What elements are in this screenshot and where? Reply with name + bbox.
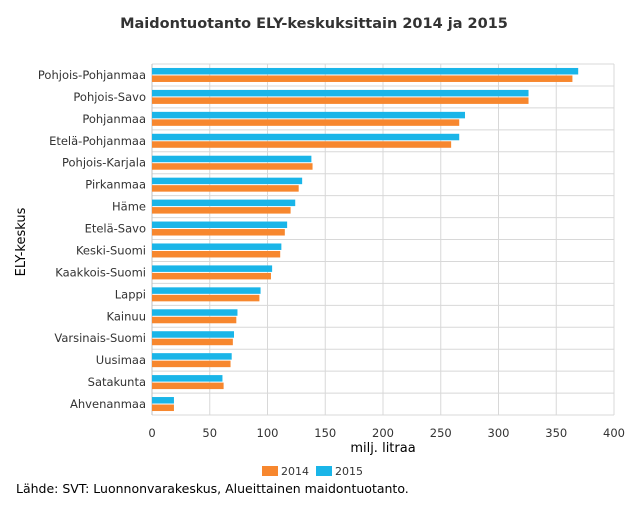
legend-swatch-2014[interactable] bbox=[262, 466, 278, 476]
category-label: Häme bbox=[112, 200, 146, 214]
bar-2015[interactable] bbox=[152, 133, 460, 141]
x-tick-label: 300 bbox=[488, 426, 510, 440]
x-tick-label: 400 bbox=[603, 426, 625, 440]
bar-2014[interactable] bbox=[152, 272, 271, 280]
x-tick-label: 50 bbox=[202, 426, 217, 440]
bar-2015[interactable] bbox=[152, 309, 238, 316]
category-label: Varsinais-Suomi bbox=[54, 331, 146, 345]
category-label: Pohjois-Karjala bbox=[62, 156, 146, 170]
bar-2015[interactable] bbox=[152, 89, 529, 97]
bar-2015[interactable] bbox=[152, 155, 312, 163]
bar-2014[interactable] bbox=[152, 141, 452, 148]
category-label: Kaakkois-Suomi bbox=[55, 265, 146, 279]
x-tick-label: 150 bbox=[314, 426, 336, 440]
x-tick-labels: 0 50 100 150 200 250 300 350 400 bbox=[148, 426, 625, 440]
bar-2014[interactable] bbox=[152, 360, 231, 368]
bar-2015[interactable] bbox=[152, 67, 579, 75]
bar-2015[interactable] bbox=[152, 111, 466, 119]
y-axis-title: ELY-keskus bbox=[14, 207, 29, 276]
legend[interactable]: 2014 2015 bbox=[262, 465, 363, 478]
x-tick-label: 250 bbox=[430, 426, 452, 440]
category-label: Satakunta bbox=[88, 375, 146, 389]
category-label: Pirkanmaa bbox=[85, 178, 146, 192]
bar-2014[interactable] bbox=[152, 97, 529, 104]
bar-2014[interactable] bbox=[152, 229, 285, 236]
bar-2014[interactable] bbox=[152, 404, 174, 412]
bar-2014[interactable] bbox=[152, 294, 260, 302]
bar-2015[interactable] bbox=[152, 375, 223, 382]
category-labels: Pohjois-Pohjanmaa Pohjois-Savo Pohjanmaa Et… bbox=[38, 68, 146, 411]
x-tick-label: 0 bbox=[148, 426, 155, 440]
bars bbox=[152, 67, 579, 412]
category-label: Pohjois-Pohjanmaa bbox=[38, 68, 146, 82]
bar-2014[interactable] bbox=[152, 250, 281, 258]
bar-2015[interactable] bbox=[152, 353, 232, 360]
bar-2015[interactable] bbox=[152, 243, 282, 250]
category-label: Kainuu bbox=[107, 309, 146, 323]
category-label: Uusimaa bbox=[96, 353, 146, 367]
bar-2014[interactable] bbox=[152, 75, 573, 82]
bar-2015[interactable] bbox=[152, 265, 273, 272]
bar-2015[interactable] bbox=[152, 397, 174, 404]
legend-swatch-2015[interactable] bbox=[316, 466, 332, 476]
bar-2014[interactable] bbox=[152, 316, 237, 324]
bar-2015[interactable] bbox=[152, 331, 235, 338]
x-axis-title: milj. litraa bbox=[350, 441, 415, 456]
category-label: Etelä-Pohjanmaa bbox=[49, 134, 146, 148]
bar-2014[interactable] bbox=[152, 207, 291, 214]
bar-2014[interactable] bbox=[152, 119, 460, 126]
bar-2014[interactable] bbox=[152, 382, 224, 390]
legend-label-2014[interactable]: 2014 bbox=[281, 465, 309, 478]
category-label: Pohjanmaa bbox=[82, 112, 146, 126]
source-note: Lähde: SVT: Luonnonvarakeskus, Alueittai… bbox=[16, 481, 409, 496]
x-tick-label: 200 bbox=[372, 426, 394, 440]
bar-2015[interactable] bbox=[152, 287, 261, 294]
category-label: Lappi bbox=[115, 287, 146, 301]
chart-title: Maidontuotanto ELY-keskuksittain 2014 ja… bbox=[120, 16, 508, 32]
x-tick-label: 350 bbox=[545, 426, 567, 440]
category-label: Keski-Suomi bbox=[76, 243, 146, 257]
category-label: Etelä-Savo bbox=[85, 222, 146, 236]
bar-2015[interactable] bbox=[152, 221, 288, 229]
x-tick-label: 100 bbox=[257, 426, 279, 440]
category-label: Ahvenanmaa bbox=[70, 397, 146, 411]
bar-2015[interactable] bbox=[152, 177, 303, 185]
bar-2014[interactable] bbox=[152, 338, 233, 346]
category-label: Pohjois-Savo bbox=[73, 90, 146, 104]
bar-2014[interactable] bbox=[152, 185, 299, 192]
bar-2014[interactable] bbox=[152, 163, 313, 170]
bar-2015[interactable] bbox=[152, 199, 296, 207]
legend-label-2015[interactable]: 2015 bbox=[335, 465, 363, 478]
